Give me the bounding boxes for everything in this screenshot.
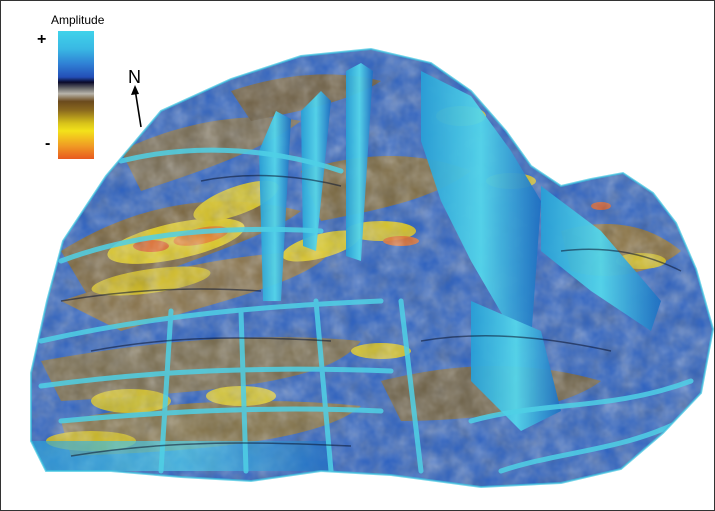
legend-title: Amplitude: [51, 13, 105, 27]
legend-plus-label: +: [37, 31, 47, 48]
north-arrow-icon: [131, 85, 142, 128]
amplitude-color-bar: [58, 31, 94, 159]
legend-minus-label: -: [45, 135, 51, 152]
north-label: N: [128, 67, 141, 87]
